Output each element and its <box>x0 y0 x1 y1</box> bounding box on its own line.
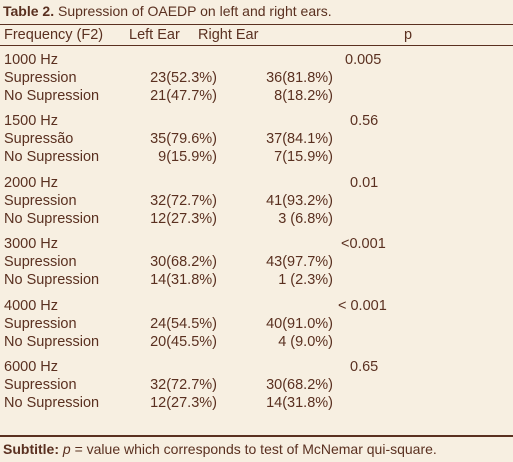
row-label: Supression <box>4 193 77 209</box>
right-ear-value: 43(97.7%) <box>266 254 333 270</box>
frequency-group-header: 4000 Hz < 0.001 <box>0 297 513 315</box>
header-left-ear: Left Ear <box>129 27 180 43</box>
caption-text: Supression of OAEDP on left and right ea… <box>54 3 332 19</box>
p-value: 0.56 <box>350 113 379 129</box>
frequency-label: 1000 Hz <box>4 52 59 68</box>
right-ear-value: 4 (9.0%) <box>278 334 333 350</box>
p-value: < 0.001 <box>338 298 387 314</box>
left-ear-value: 30(68.2%) <box>150 254 217 270</box>
table-row: No Supression 9(15.9%) 7(15.9%) <box>0 148 513 166</box>
table-footnote: Subtitle: p = value which corresponds to… <box>3 440 437 458</box>
header-rule <box>0 45 513 46</box>
left-ear-value: 32(72.7%) <box>150 377 217 393</box>
left-ear-value: 12(27.3%) <box>150 211 217 227</box>
table-row: Supression 23(52.3%) 36(81.8%) <box>0 69 513 87</box>
frequency-group-header: 1500 Hz 0.56 <box>0 112 513 130</box>
right-ear-value: 37(84.1%) <box>266 131 333 147</box>
frequency-label: 1500 Hz <box>4 113 59 129</box>
frequency-label: 4000 Hz <box>4 298 59 314</box>
table-row: No Supression 12(27.3%) 3 (6.8%) <box>0 210 513 228</box>
right-ear-value: 8(18.2%) <box>274 88 333 104</box>
frequency-group-header: 6000 Hz 0.65 <box>0 358 513 376</box>
left-ear-value: 35(79.6%) <box>150 131 217 147</box>
header-p: p <box>404 27 413 43</box>
table-row: Supression 32(72.7%) 41(93.2%) <box>0 192 513 210</box>
table-caption: Table 2. Supression of OAEDP on left and… <box>3 2 332 20</box>
row-label: No Supression <box>4 395 100 411</box>
table-row: Supression 30(68.2%) 43(97.7%) <box>0 253 513 271</box>
table-row: Supression 32(72.7%) 30(68.2%) <box>0 376 513 394</box>
left-ear-value: 32(72.7%) <box>150 193 217 209</box>
table-row: No Supression 20(45.5%) 4 (9.0%) <box>0 333 513 351</box>
frequency-group-header: 2000 Hz 0.01 <box>0 174 513 192</box>
bottom-rule <box>0 435 513 437</box>
table-row: No Supression 14(31.8%) 1 (2.3%) <box>0 271 513 289</box>
frequency-label: 2000 Hz <box>4 175 59 191</box>
row-label: Supression <box>4 70 77 86</box>
left-ear-value: 14(31.8%) <box>150 272 217 288</box>
left-ear-value: 21(47.7%) <box>150 88 217 104</box>
row-label: Supression <box>4 254 77 270</box>
row-label: No Supression <box>4 149 100 165</box>
row-label: No Supression <box>4 272 100 288</box>
right-ear-value: 3 (6.8%) <box>278 211 333 227</box>
footnote-p-symbol: p <box>62 441 71 457</box>
header-right-ear: Right Ear <box>198 27 259 43</box>
header-frequency: Frequency (F2) <box>4 27 104 43</box>
left-ear-value: 20(45.5%) <box>150 334 217 350</box>
caption-label: Table 2. <box>3 3 55 19</box>
row-label: No Supression <box>4 88 100 104</box>
frequency-group-header: 1000 Hz 0.005 <box>0 51 513 69</box>
right-ear-value: 40(91.0%) <box>266 316 333 332</box>
frequency-label: 6000 Hz <box>4 359 59 375</box>
table-row: No Supression 21(47.7%) 8(18.2%) <box>0 87 513 105</box>
p-value: 0.01 <box>350 175 379 191</box>
row-label: No Supression <box>4 334 100 350</box>
table-row: Supression 24(54.5%) 40(91.0%) <box>0 315 513 333</box>
left-ear-value: 12(27.3%) <box>150 395 217 411</box>
right-ear-value: 7(15.9%) <box>274 149 333 165</box>
p-value: 0.005 <box>345 52 382 68</box>
frequency-label: 3000 Hz <box>4 236 59 252</box>
header-row: Frequency (F2) Left Ear Right Ear p <box>0 26 513 44</box>
right-ear-value: 14(31.8%) <box>266 395 333 411</box>
frequency-group-header: 3000 Hz <0.001 <box>0 235 513 253</box>
left-ear-value: 23(52.3%) <box>150 70 217 86</box>
p-value: 0.65 <box>350 359 379 375</box>
p-value: <0.001 <box>341 236 386 252</box>
right-ear-value: 41(93.2%) <box>266 193 333 209</box>
table-row: No Supression 12(27.3%) 14(31.8%) <box>0 394 513 412</box>
left-ear-value: 24(54.5%) <box>150 316 217 332</box>
row-label: No Supression <box>4 211 100 227</box>
row-label: Supression <box>4 316 77 332</box>
row-label: Supression <box>4 377 77 393</box>
top-rule <box>0 24 513 25</box>
footnote-label: Subtitle: <box>3 441 59 457</box>
row-label: Supressão <box>4 131 74 147</box>
right-ear-value: 30(68.2%) <box>266 377 333 393</box>
left-ear-value: 9(15.9%) <box>158 149 217 165</box>
right-ear-value: 36(81.8%) <box>266 70 333 86</box>
table-row: Supressão 35(79.6%) 37(84.1%) <box>0 130 513 148</box>
footnote-text: = value which corresponds to test of McN… <box>70 441 437 457</box>
right-ear-value: 1 (2.3%) <box>278 272 333 288</box>
